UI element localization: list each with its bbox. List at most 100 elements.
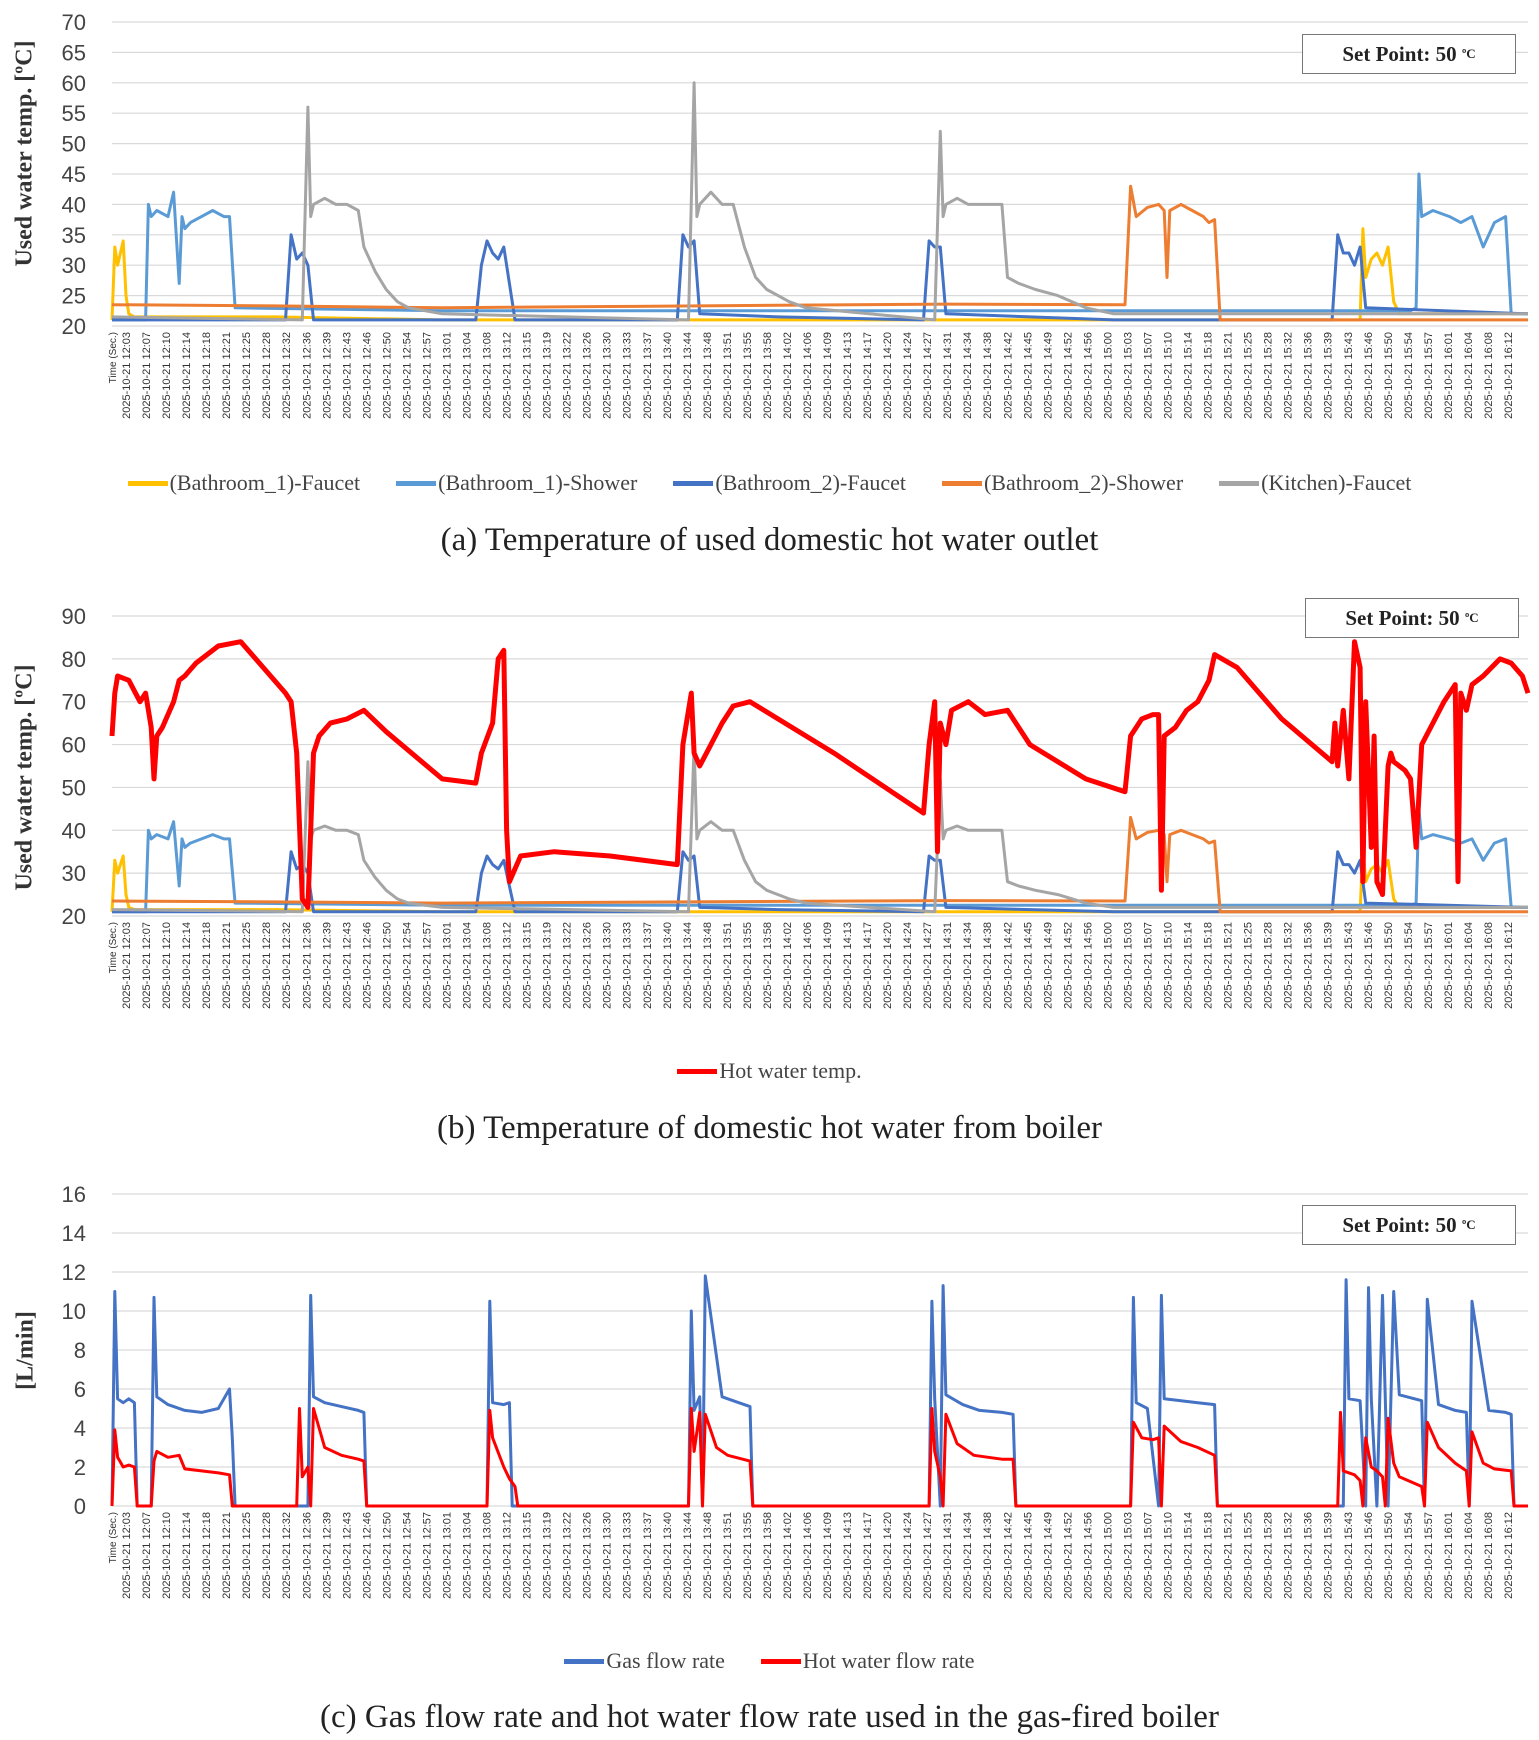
panel-a-x-tick-label: 2025-10-21 13:55 xyxy=(742,332,754,419)
panel-c-x-tick-label: 2025-10-21 15:39 xyxy=(1323,1512,1335,1599)
panel-b-x-tick-label: 2025-10-21 12:18 xyxy=(201,922,213,1009)
panel-c-setpoint-unit: ºC xyxy=(1461,1217,1476,1232)
panel-c-x-tick-label: 2025-10-21 14:06 xyxy=(802,1512,814,1599)
panel-b-legend-swatch xyxy=(677,1068,718,1074)
panel-b-legend: Hot water temp. xyxy=(0,1058,1539,1084)
panel-b-x-tick-label: 2025-10-21 12:36 xyxy=(301,922,313,1009)
panel-b-x-tick-label: 2025-10-21 15:14 xyxy=(1183,922,1195,1009)
panel-b-x-tick-label: 2025-10-21 12:39 xyxy=(321,922,333,1009)
panel-c-y-tick-label: 8 xyxy=(74,1338,86,1363)
panel-c-x-tick-label: 2025-10-21 12:07 xyxy=(141,1512,153,1599)
panel-c-x-tick-label: 2025-10-21 13:26 xyxy=(582,1512,594,1599)
panel-c-x-tick-label: 2025-10-21 16:12 xyxy=(1503,1512,1515,1599)
panel-a-x-tick-label: 2025-10-21 14:38 xyxy=(982,332,994,419)
panel-c-x-tick-label: 2025-10-21 15:50 xyxy=(1383,1512,1395,1599)
panel-b-x-tick-label: 2025-10-21 14:24 xyxy=(902,922,914,1009)
panel-b-setpoint-box: Set Point: 50 ºC xyxy=(1305,598,1519,638)
panel-c-x-tick-label: 2025-10-21 13:12 xyxy=(502,1512,514,1599)
panel-c-x-tick-label: 2025-10-21 13:08 xyxy=(482,1512,494,1599)
panel-b-x-tick-label: 2025-10-21 14:20 xyxy=(882,922,894,1009)
panel-a-x-tick-label: 2025-10-21 14:34 xyxy=(962,332,974,419)
panel-c-x-tick-label: 2025-10-21 15:32 xyxy=(1283,1512,1295,1599)
panel-b-x-tick-label: 2025-10-21 14:56 xyxy=(1082,922,1094,1009)
panel-c-y-tick-label: 14 xyxy=(62,1221,86,1246)
panel-c-x-tick-label: 2025-10-21 14:09 xyxy=(822,1512,834,1599)
panel-c-x-tick-label: 2025-10-21 14:17 xyxy=(862,1512,874,1599)
panel-b-y-tick-label: 70 xyxy=(62,690,86,715)
panel-b-x-tick-label: 2025-10-21 14:52 xyxy=(1062,922,1074,1009)
panel-a-legend-bathroom-2-faucet: (Bathroom_2)-Faucet xyxy=(673,470,906,496)
panel-a-x-tick-label: 2025-10-21 16:12 xyxy=(1503,332,1515,419)
panel-a-x-tick-label: 2025-10-21 14:20 xyxy=(882,332,894,419)
panel-a-x-tick-label: 2025-10-21 15:32 xyxy=(1283,332,1295,419)
panel-c-x-tick-label: 2025-10-21 13:04 xyxy=(461,1512,473,1599)
panel-c-y-tick-label: 0 xyxy=(74,1494,86,1519)
panel-c-legend-swatch xyxy=(564,1658,605,1664)
panel-a-x-tick-label: 2025-10-21 15:50 xyxy=(1383,332,1395,419)
panel-a-series-bathroom-2-shower xyxy=(111,184,1528,322)
panel-b-x-tick-label: 2025-10-21 13:22 xyxy=(562,922,574,1009)
panel-a-legend-swatch xyxy=(396,480,437,486)
panel-b-x-tick-label: 2025-10-21 14:38 xyxy=(982,922,994,1009)
panel-a-x-tick-label: 2025-10-21 15:00 xyxy=(1102,332,1114,419)
panel-b-x-tick-label: 2025-10-21 15:00 xyxy=(1102,922,1114,1009)
panel-c-x-tick-label: 2025-10-21 13:55 xyxy=(742,1512,754,1599)
panel-b-x-tick-label: 2025-10-21 14:27 xyxy=(922,922,934,1009)
panel-b-x-tick-label: 2025-10-21 15:03 xyxy=(1122,922,1134,1009)
panel-a-x-tick-label: 2025-10-21 15:03 xyxy=(1122,332,1134,419)
panel-b-x-tick-label: 2025-10-21 13:26 xyxy=(582,922,594,1009)
panel-c-x-tick-label: 2025-10-21 13:15 xyxy=(522,1512,534,1599)
panel-c-x-tick-label: 2025-10-21 12:28 xyxy=(261,1512,273,1599)
panel-a-x-tick-label: 2025-10-21 14:52 xyxy=(1062,332,1074,419)
panel-c-y-tick-label: 2 xyxy=(74,1455,86,1480)
panel-c-x-tick-label: 2025-10-21 15:21 xyxy=(1223,1512,1235,1599)
panel-b-series-bathroom-2-faucet xyxy=(112,850,1529,914)
panel-a-x-tick-label: 2025-10-21 14:56 xyxy=(1082,332,1094,419)
panel-a-x-tick-label: 2025-10-21 14:13 xyxy=(842,332,854,419)
panel-c-setpoint-label: Set Point: 50 xyxy=(1342,1212,1457,1237)
panel-c-x-tick-label: 2025-10-21 12:21 xyxy=(221,1512,233,1599)
panel-b-x-tick-label: 2025-10-21 15:28 xyxy=(1263,922,1275,1009)
panel-c-x-tick-label: 2025-10-21 13:01 xyxy=(441,1512,453,1599)
panel-c-x-tick-label: 2025-10-21 15:25 xyxy=(1243,1512,1255,1599)
panel-b-x-tick-label: 2025-10-21 13:48 xyxy=(702,922,714,1009)
panel-b-x-tick-label: 2025-10-21 14:42 xyxy=(1002,922,1014,1009)
panel-a-x-tick-label: 2025-10-21 13:04 xyxy=(461,332,473,419)
panel-c-x-tick-label: 2025-10-21 15:57 xyxy=(1423,1512,1435,1599)
panel-a-y-tick-label: 55 xyxy=(62,101,86,126)
panel-a-x-tick-label: 2025-10-21 12:39 xyxy=(321,332,333,419)
panel-a-legend-label: (Bathroom_1)-Shower xyxy=(438,470,638,495)
panel-b-x-tick-label: 2025-10-21 14:49 xyxy=(1042,922,1054,1009)
panel-c-x-tick-label: 2025-10-21 12:57 xyxy=(421,1512,433,1599)
panel-a-x-tick-label: 2025-10-21 15:25 xyxy=(1243,332,1255,419)
panel-a-x-tick-label: 2025-10-21 14:24 xyxy=(902,332,914,419)
panel-a-x-tick-label: 2025-10-21 15:36 xyxy=(1303,332,1315,419)
panel-b-x-tick-label: 2025-10-21 14:09 xyxy=(822,922,834,1009)
panel-c-x-tick-label: 2025-10-21 15:54 xyxy=(1403,1512,1415,1599)
panel-a-x-tick-label: 2025-10-21 13:44 xyxy=(682,332,694,419)
panel-c-x-tick-label: 2025-10-21 14:56 xyxy=(1082,1512,1094,1599)
panel-b-x-tick-label: 2025-10-21 13:15 xyxy=(522,922,534,1009)
panel-a-x-tick-label: 2025-10-21 15:43 xyxy=(1343,332,1355,419)
panel-b-legend-hot-water-temp: Hot water temp. xyxy=(677,1058,862,1084)
panel-c-legend-hot-water-flow-rate: Hot water flow rate xyxy=(760,1648,975,1674)
panel-b-x-tick-label: 2025-10-21 13:08 xyxy=(482,922,494,1009)
panel-c-x-tick-label: 2025-10-21 14:31 xyxy=(942,1512,954,1599)
panel-c-x-tick-label: 2025-10-21 12:36 xyxy=(301,1512,313,1599)
panel-a-legend-swatch xyxy=(1219,480,1260,486)
panel-b-y-tick-label: 50 xyxy=(62,775,86,800)
panel-b-x-tick-label: 2025-10-21 14:31 xyxy=(942,922,954,1009)
panel-b-y-tick-label: 80 xyxy=(62,647,86,672)
panel-b-x-tick-label: 2025-10-21 12:21 xyxy=(221,922,233,1009)
panel-b-x-axis-first-label: Time (Sec.) xyxy=(108,922,119,973)
panel-b-setpoint-label: Set Point: 50 xyxy=(1345,605,1460,630)
panel-b-series-kitchen-faucet xyxy=(111,743,1528,914)
panel-c-legend-gas-flow-rate: Gas flow rate xyxy=(564,1648,725,1674)
panel-c-x-tick-label: 2025-10-21 14:13 xyxy=(842,1512,854,1599)
panel-c-x-tick-label: 2025-10-21 13:33 xyxy=(622,1512,634,1599)
panel-b: Used water temp. [ºC] 20 30 40 50 60 70 80 90 Ti… xyxy=(0,588,1539,1148)
panel-c-x-tick-label: 2025-10-21 15:07 xyxy=(1142,1512,1154,1599)
panel-b-y-tick-label: 30 xyxy=(62,861,86,886)
panel-b-x-tick-label: 2025-10-21 13:12 xyxy=(502,922,514,1009)
